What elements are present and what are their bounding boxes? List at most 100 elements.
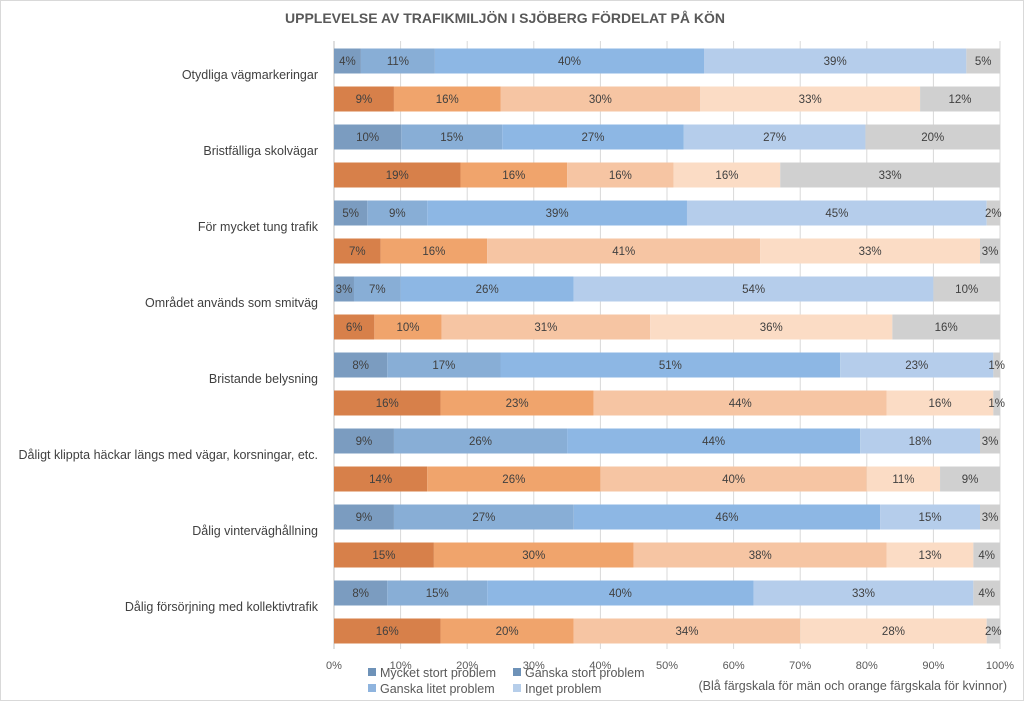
bar-segment — [980, 428, 1000, 454]
category-label: Dålig försörjning med kollektivtrafik — [125, 600, 319, 614]
bar-value-label: 3% — [982, 512, 999, 524]
bar-segment — [334, 618, 441, 644]
bar-value-label: 44% — [729, 398, 752, 410]
bar-segment — [573, 618, 801, 644]
bar-segment — [600, 466, 867, 492]
bar-value-label: 33% — [879, 170, 902, 182]
bar-value-label: 5% — [975, 56, 992, 68]
bar-value-label: 16% — [376, 626, 399, 638]
bar-segment — [800, 618, 987, 644]
bar-segment — [334, 314, 375, 340]
bar-value-label: 8% — [352, 588, 369, 600]
bar-value-label: 15% — [440, 132, 463, 144]
bar-value-label: 4% — [978, 588, 995, 600]
bar-segment — [920, 86, 1000, 112]
bar-segment — [401, 124, 503, 150]
bar-segment — [440, 618, 574, 644]
bar-segment — [374, 314, 442, 340]
bar-segment — [993, 390, 1000, 416]
bar-segment — [760, 238, 981, 264]
x-tick-label: 100% — [986, 660, 1014, 672]
category-label: Bristfälliga skolvägar — [203, 144, 318, 158]
bar-value-label: 23% — [506, 398, 529, 410]
bar-value-label: 9% — [389, 208, 406, 220]
bar-segment — [865, 124, 1000, 150]
bar-segment — [886, 390, 994, 416]
bar-segment — [334, 390, 441, 416]
x-tick-label: 80% — [856, 660, 878, 672]
bar-segment — [633, 542, 887, 568]
bar-value-label: 19% — [386, 170, 409, 182]
bar-value-label: 27% — [763, 132, 786, 144]
bar-segment — [502, 124, 684, 150]
bar-value-label: 30% — [589, 94, 612, 106]
bar-segment — [700, 86, 921, 112]
bar-segment — [973, 580, 1000, 606]
bar-segment — [460, 162, 568, 188]
bar-segment — [860, 428, 981, 454]
bar-segment — [892, 314, 1000, 340]
bar-value-label: 12% — [949, 94, 972, 106]
x-tick-label: 70% — [789, 660, 811, 672]
bar-segment — [840, 352, 994, 378]
bar-segment — [980, 238, 1000, 264]
bar-value-label: 46% — [715, 512, 738, 524]
bar-value-label: 23% — [905, 360, 928, 372]
bar-value-label: 28% — [882, 626, 905, 638]
bar-value-label: 1% — [988, 398, 1005, 410]
bar-segment — [334, 580, 388, 606]
color-scale-note: (Blå färgskala för män och orange färgsk… — [699, 679, 1007, 693]
bar-value-label: 1% — [988, 360, 1005, 372]
bar-segment — [593, 390, 887, 416]
bar-segment — [360, 48, 435, 74]
bar-segment — [393, 428, 568, 454]
bar-value-label: 27% — [581, 132, 604, 144]
bar-value-label: 13% — [919, 550, 942, 562]
bar-segment — [334, 428, 394, 454]
bar-segment — [567, 428, 861, 454]
bar-segment — [780, 162, 1000, 188]
bar-segment — [393, 86, 501, 112]
bar-value-label: 7% — [369, 284, 386, 296]
bar-segment — [686, 200, 987, 226]
bar-value-label: 2% — [985, 626, 1002, 638]
bar-segment — [334, 200, 368, 226]
category-label: För mycket tung trafik — [198, 220, 319, 234]
x-tick-label: 0% — [326, 660, 342, 672]
bar-segment — [986, 618, 1000, 644]
bar-segment — [400, 276, 574, 302]
bar-value-label: 16% — [715, 170, 738, 182]
bar-value-label: 9% — [356, 436, 373, 448]
bar-segment — [334, 466, 428, 492]
bar-segment — [650, 314, 893, 340]
legend-swatch-1 — [513, 668, 521, 676]
bar-value-label: 3% — [336, 284, 353, 296]
bar-value-label: 10% — [955, 284, 978, 296]
bar-value-label: 20% — [921, 132, 944, 144]
bar-value-label: 16% — [422, 246, 445, 258]
bar-value-label: 10% — [356, 132, 379, 144]
bar-segment — [866, 466, 941, 492]
chart-title: UPPLEVELSE AV TRAFIKMILJÖN I SJÖBERG FÖR… — [285, 10, 725, 26]
bar-segment — [334, 504, 394, 530]
bar-segment — [334, 86, 394, 112]
bar-value-label: 16% — [502, 170, 525, 182]
bar-segment — [427, 200, 687, 226]
bar-value-label: 9% — [356, 512, 373, 524]
bar-segment — [573, 276, 934, 302]
bar-segment — [573, 504, 881, 530]
bar-value-label: 18% — [909, 436, 932, 448]
bar-value-label: 9% — [356, 94, 373, 106]
bar-value-label: 9% — [962, 474, 979, 486]
bar-value-label: 30% — [522, 550, 545, 562]
category-label: Området används som smitväg — [145, 296, 318, 310]
bar-segment — [487, 580, 754, 606]
category-label: Otydliga vägmarkeringar — [182, 68, 318, 82]
legend: Mycket stort problem Ganska stort proble… — [368, 666, 645, 696]
bar-segment — [673, 162, 781, 188]
bar-value-label: 16% — [935, 322, 958, 334]
x-tick-label: 10% — [390, 660, 412, 672]
bar-segment — [880, 504, 981, 530]
